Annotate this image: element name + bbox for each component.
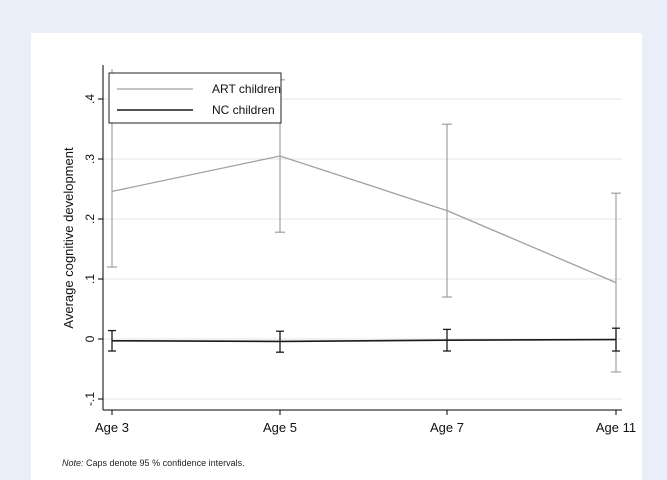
axes: -.1 0 .1 .2 .3 .4 Age 3 Age 5 Age 7 Age 11: [83, 65, 636, 435]
legend-box: [108, 72, 282, 124]
legend: ART children NC children: [108, 72, 282, 124]
x-tick-label: Age 7: [430, 420, 464, 435]
y-tick-label: 0: [83, 335, 97, 342]
series-line: [111, 338, 617, 343]
series-line: [111, 155, 617, 284]
series-art-children: [107, 69, 621, 373]
y-tick-label: .1: [83, 274, 97, 284]
x-tick-label: Age 11: [596, 420, 636, 435]
chart-note: Note: Caps denote 95 % confidence interv…: [62, 458, 245, 468]
y-tick-label: .3: [83, 154, 97, 164]
legend-label: NC children: [212, 103, 275, 117]
legend-label: ART children: [212, 82, 281, 96]
grid-lines: [103, 98, 622, 400]
series-layer: [107, 69, 621, 373]
y-axis-label: Average cognitive development: [61, 147, 76, 329]
y-tick-label: .4: [83, 94, 97, 104]
y-tick-label: .2: [83, 214, 97, 224]
x-tick-label: Age 5: [263, 420, 297, 435]
note-label: Note:: [62, 458, 84, 468]
y-tick-label: -.1: [83, 392, 97, 406]
x-tick-label: Age 3: [95, 420, 129, 435]
note-text: Caps denote 95 % confidence intervals.: [83, 458, 245, 468]
series-nc-children: [108, 327, 620, 353]
